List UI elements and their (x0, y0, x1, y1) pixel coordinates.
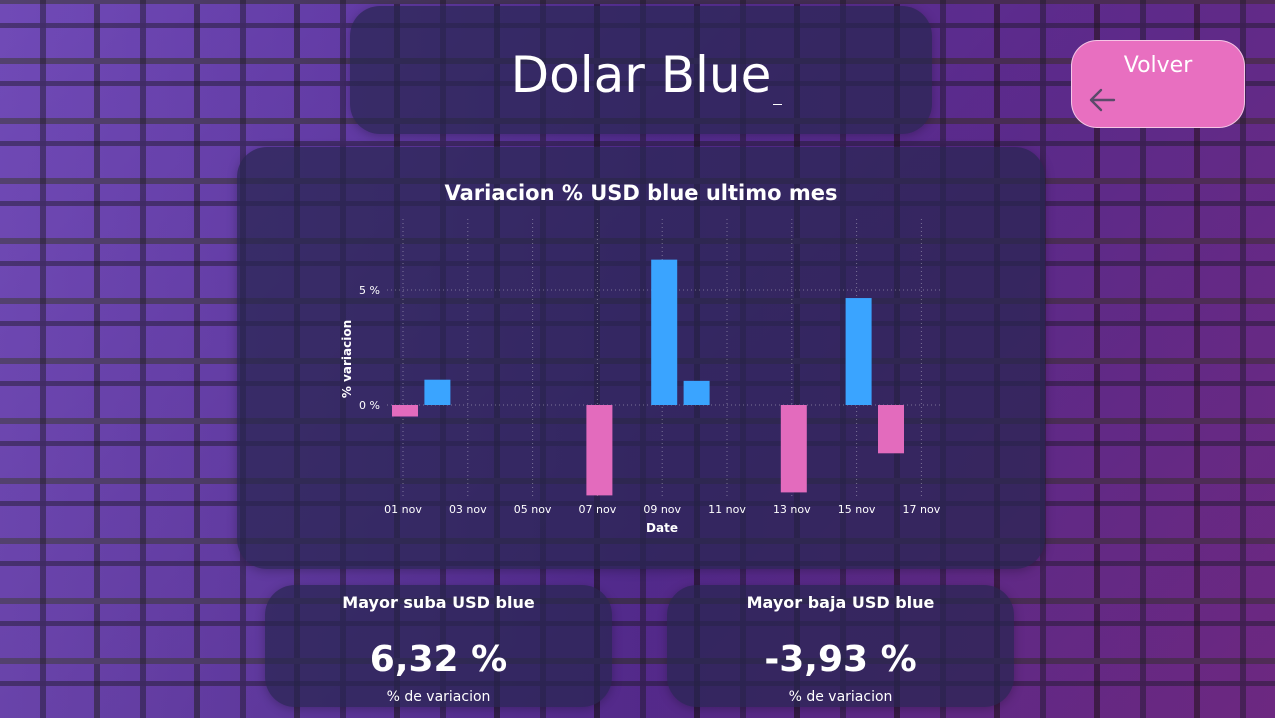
kpi-title: Mayor baja USD blue (746, 593, 935, 612)
kpi-value: -3,93 % (764, 639, 917, 680)
bar-09-nov (651, 259, 678, 405)
text-cursor (773, 104, 782, 105)
title-panel: Dolar Blue (350, 6, 932, 134)
kpi-subtitle: % de variacion (386, 689, 491, 705)
kpi-title: Mayor suba USD blue (342, 593, 535, 612)
x-tick-label: 07 nov (579, 503, 617, 516)
y-tick-label: 0 % (359, 399, 380, 412)
bar-07-nov (586, 405, 613, 496)
bar-13-nov (780, 405, 807, 493)
y-tick-label: 5 % (359, 284, 380, 297)
x-tick-label: 09 nov (643, 503, 681, 516)
x-tick-label: 01 nov (384, 503, 422, 516)
kpi-card-max-drop: Mayor baja USD blue -3,93 % % de variaci… (667, 585, 1014, 707)
x-tick-label: 13 nov (773, 503, 811, 516)
y-axis-label: % variacion (340, 320, 354, 398)
chart-panel: Variacion % USD blue ultimo mes 0 % 5 % 01… (237, 147, 1045, 569)
back-button[interactable]: Volver (1071, 40, 1245, 128)
bar-01-nov (392, 405, 418, 417)
back-button-label: Volver (1123, 53, 1193, 78)
x-tick-label: 11 nov (708, 503, 746, 516)
x-axis-label: Date (646, 521, 678, 535)
x-tick-label: 17 nov (903, 503, 941, 516)
bar-02-nov (424, 379, 451, 405)
x-tick-label: 05 nov (514, 503, 552, 516)
kpi-card-max-rise: Mayor suba USD blue 6,32 % % de variacio… (265, 585, 612, 707)
bar-15-nov (845, 298, 872, 405)
kpi-subtitle: % de variacion (788, 689, 893, 705)
page-title: Dolar Blue (510, 46, 772, 104)
bar-chart: 0 % 5 % 01 nov 03 nov 05 nov 07 nov 09 nov 11 n… (340, 219, 942, 535)
chart-title: Variacion % USD blue ultimo mes (444, 181, 838, 205)
kpi-value: 6,32 % (369, 639, 508, 680)
arrow-left-icon (1089, 88, 1116, 112)
bar-10-nov (683, 380, 710, 405)
bar-16-nov (878, 405, 904, 454)
x-tick-label: 03 nov (449, 503, 487, 516)
x-tick-label: 15 nov (838, 503, 876, 516)
